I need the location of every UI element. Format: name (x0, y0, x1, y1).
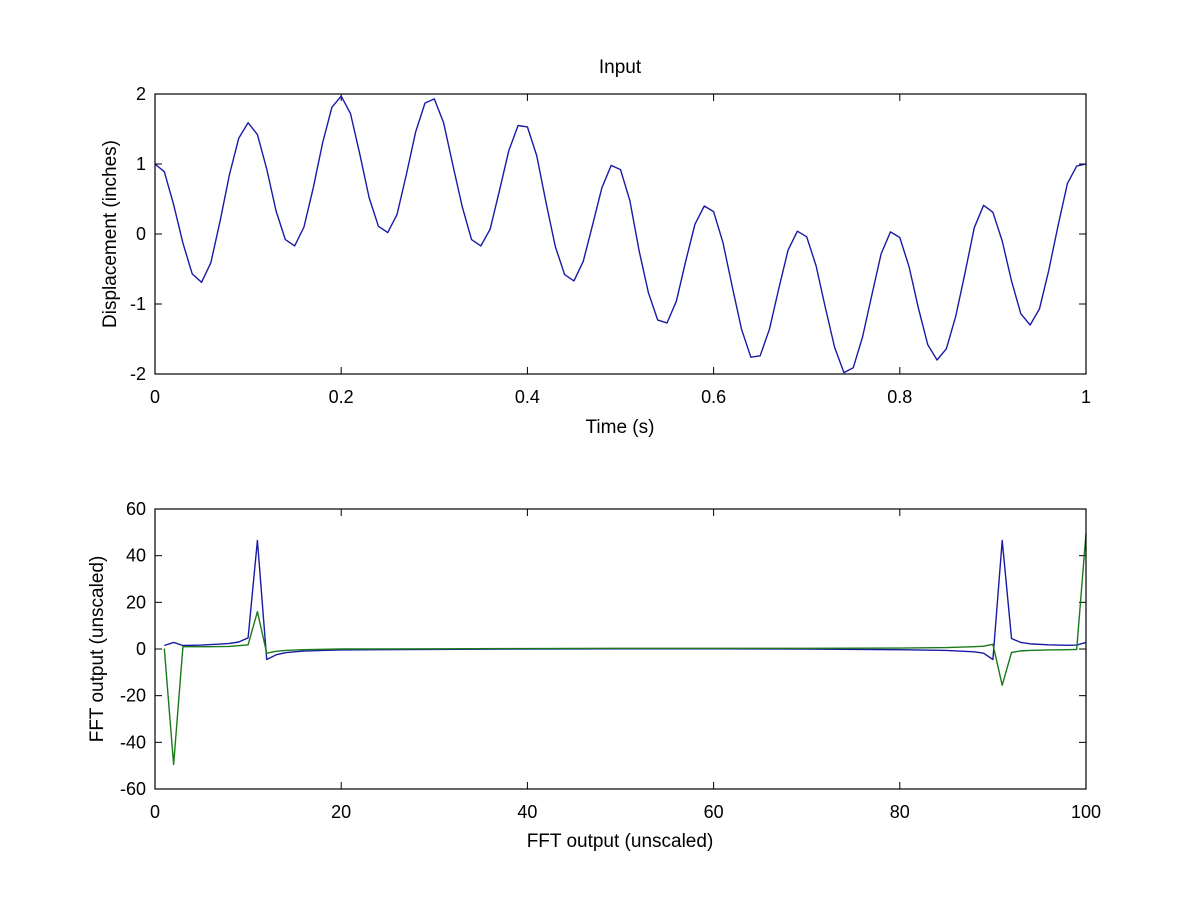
y-tick-label: 40 (126, 546, 146, 566)
x-tick-label: 0.6 (701, 387, 726, 407)
chart-title: Input (599, 57, 642, 78)
x-tick-label: 100 (1071, 802, 1101, 822)
y-axis-label: Displacement (inches) (100, 140, 121, 328)
x-tick-label: 20 (331, 802, 351, 822)
y-tick-labels: 60 40 20 0 -20 -40 -60 (120, 499, 146, 799)
x-tick-label: 0.8 (887, 387, 912, 407)
x-tick-label: 0 (150, 387, 160, 407)
series-line-2 (163, 533, 1087, 766)
y-tick-label: -1 (130, 294, 146, 314)
y-tick-label: 60 (126, 499, 146, 519)
x-tick-label: 1 (1081, 387, 1091, 407)
x-tick-label: 40 (517, 802, 537, 822)
fft-chart: 60 40 20 0 -20 -40 -60 0 20 40 60 80 100 FFT output… (87, 499, 1101, 852)
x-tick-labels: 0 20 40 60 80 100 (150, 802, 1101, 822)
series-group (154, 95, 1087, 374)
y-tick-label: 0 (136, 639, 146, 659)
plot-frame (154, 93, 1087, 375)
x-tick-label: 0.4 (515, 387, 540, 407)
x-tick-labels: 0 0.2 0.4 0.6 0.8 1 (150, 387, 1091, 407)
y-tick-label: 1 (136, 154, 146, 174)
x-tick-label: 80 (890, 802, 910, 822)
x-tick-label: 60 (704, 802, 724, 822)
y-tick-label: 2 (136, 84, 146, 104)
series-group (163, 533, 1087, 766)
y-axis-label: FFT output (unscaled) (87, 556, 108, 743)
x-axis-label: Time (s) (586, 417, 655, 438)
y-tick-label: 0 (136, 224, 146, 244)
series-line-1 (164, 539, 1087, 661)
y-tick-label: -2 (130, 364, 146, 384)
x-tick-label: 0 (150, 802, 160, 822)
x-axis-label: FFT output (unscaled) (527, 831, 714, 852)
input-chart: Input 2 1 0 -1 -2 0 0.2 0.4 0.6 0.8 1 Time (s) Di… (100, 57, 1091, 438)
plot-frame (154, 508, 1087, 790)
y-tick-label: 20 (126, 592, 146, 612)
y-tick-label: -40 (120, 732, 146, 752)
y-tick-labels: 2 1 0 -1 -2 (130, 84, 146, 384)
series-line-1 (154, 95, 1087, 374)
x-tick-label: 0.2 (329, 387, 354, 407)
y-tick-label: -20 (120, 686, 146, 706)
y-tick-label: -60 (120, 779, 146, 799)
